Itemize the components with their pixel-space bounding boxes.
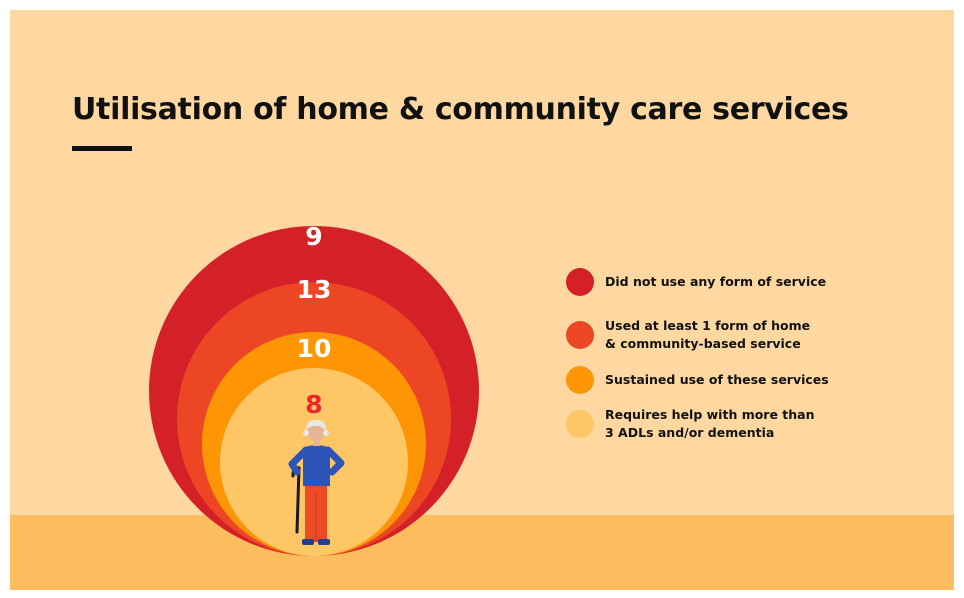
value-label-requires-help: 8 [305,390,322,419]
value-label-did-not-use: 9 [305,222,322,251]
legend-label-used-at-least-one: Used at least 1 form of home & community… [605,318,811,351]
value-label-used-at-least-one: 13 [297,275,332,304]
nested-circle-chart: 9 13 10 8 [149,222,479,556]
legend-swatch-requires-help [566,409,594,438]
page-title: Utilisation of home & community care ser… [72,92,849,127]
legend-item-sustained-use: Sustained use of these services [566,366,829,394]
legend-label-requires-help: Requires help with more than 3 ADLs and/… [605,407,815,440]
legend-item-used-at-least-one: Used at least 1 form of home & community… [566,317,810,352]
legend-swatch-did-not-use [566,268,594,296]
legend-swatch-used-at-least-one [566,320,594,349]
value-label-sustained-use: 10 [297,334,332,363]
legend-item-did-not-use: Did not use any form of service [566,268,826,296]
infographic-canvas: Utilisation of home & community care ser… [10,10,954,590]
title-underline [72,146,132,151]
ground-band [10,515,954,590]
legend-swatch-sustained-use [566,366,594,394]
legend-label-sustained-use: Sustained use of these services [605,372,829,388]
elderly-person-icon [288,420,345,545]
legend-label-did-not-use: Did not use any form of service [605,274,827,290]
legend-item-requires-help: Requires help with more than 3 ADLs and/… [566,406,815,441]
